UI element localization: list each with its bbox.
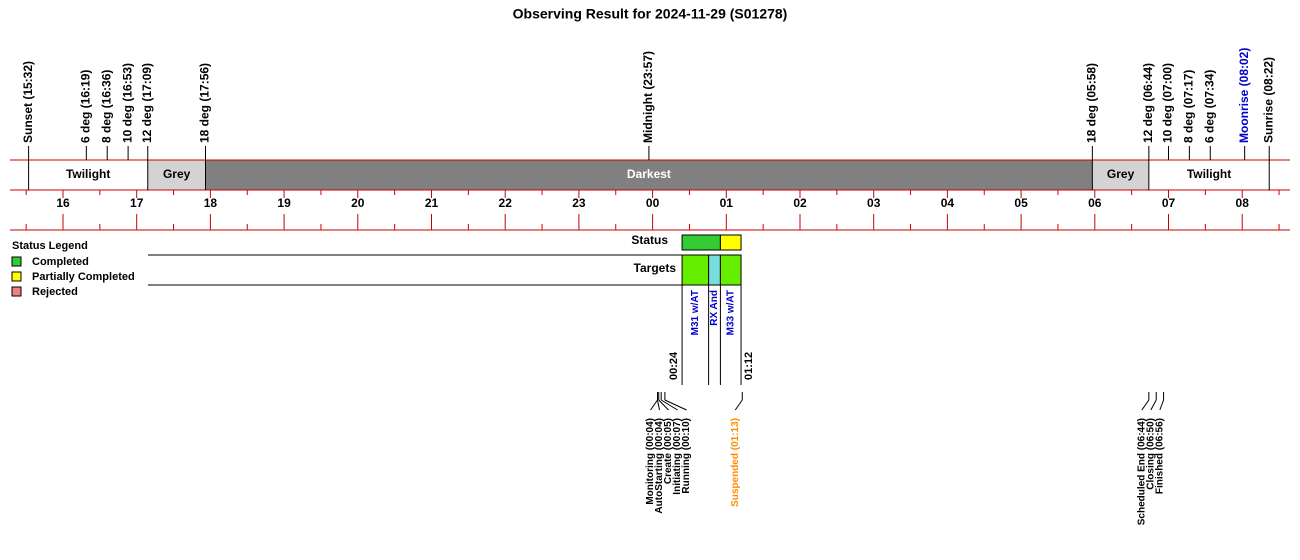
event-label: 10 deg (07:00) <box>1161 63 1175 143</box>
status-event-label: Finished (06:56) <box>1154 418 1165 494</box>
event-label: Midnight (23:57) <box>641 51 655 143</box>
hour-label: 22 <box>499 196 513 210</box>
band-label: Darkest <box>627 167 671 181</box>
status-event-label: Suspended (01:13) <box>730 418 741 507</box>
event-label: 8 deg (16:36) <box>99 70 113 143</box>
hour-label: 04 <box>941 196 955 210</box>
event-leader <box>1141 399 1150 411</box>
event-label: 18 deg (05:58) <box>1085 63 1099 143</box>
hour-label: 08 <box>1236 196 1250 210</box>
event-label: 10 deg (16:53) <box>120 63 134 143</box>
target-box <box>681 254 710 286</box>
event-label: Sunset (15:32) <box>21 61 35 143</box>
target-label: M33 w/AT <box>725 290 736 335</box>
band-label: Twilight <box>1187 167 1231 181</box>
hour-label: 07 <box>1162 196 1176 210</box>
event-leader <box>657 399 661 411</box>
title: Observing Result for 2024-11-29 (S01278) <box>513 6 788 22</box>
event-leader <box>660 399 678 411</box>
run-time: 01:12 <box>743 352 755 380</box>
band-label: Grey <box>1107 167 1135 181</box>
legend-title: Status Legend <box>12 240 88 252</box>
hour-label: 21 <box>425 196 439 210</box>
hour-label: 02 <box>793 196 807 210</box>
sky-band <box>205 160 1093 190</box>
sky-band <box>28 160 148 190</box>
target-box <box>719 254 742 286</box>
legend-label: Rejected <box>32 286 78 298</box>
event-leader <box>664 399 687 411</box>
sky-band <box>147 160 206 190</box>
event-label: Sunrise (08:22) <box>1261 57 1275 143</box>
hour-label: 16 <box>56 196 70 210</box>
event-label: 12 deg (17:09) <box>140 63 154 143</box>
event-label: 6 deg (07:34) <box>1202 70 1216 143</box>
event-label: Moonrise (08:02) <box>1237 48 1251 143</box>
event-leader <box>734 399 743 411</box>
legend-swatch <box>11 271 22 282</box>
event-label: 18 deg (17:56) <box>198 63 212 143</box>
legend-label: Completed <box>32 256 89 268</box>
status-event-label: Initiating (00:07) <box>672 418 683 495</box>
hour-label: 17 <box>130 196 144 210</box>
hour-label: 05 <box>1014 196 1028 210</box>
event-label: 8 deg (07:17) <box>1182 70 1196 143</box>
legend-swatch <box>11 286 22 297</box>
status-event-label: AutoStarting (00:04) <box>654 418 665 514</box>
run-time: 00:24 <box>668 351 680 380</box>
hour-label: 20 <box>351 196 365 210</box>
status-bar <box>681 234 721 251</box>
hour-label: 19 <box>277 196 291 210</box>
target-box <box>708 254 721 286</box>
status-event-label: Monitoring (00:04) <box>645 418 656 505</box>
event-label: 12 deg (06:44) <box>1141 63 1155 143</box>
event-leader <box>650 399 658 411</box>
hour-label: 06 <box>1088 196 1102 210</box>
hour-label: 00 <box>646 196 660 210</box>
event-leader <box>658 399 669 411</box>
sky-band <box>1148 160 1270 190</box>
legend-label: Partially Completed <box>32 271 135 283</box>
legend-swatch <box>11 256 22 267</box>
status-event-label: Scheduled End (06:44) <box>1136 418 1147 525</box>
row-label: Status <box>631 233 668 247</box>
band-label: Grey <box>163 167 191 181</box>
event-leader <box>1159 399 1165 411</box>
event-label: 6 deg (16:19) <box>79 70 93 143</box>
hour-label: 01 <box>720 196 734 210</box>
target-label: M31 w/AT <box>690 290 701 335</box>
status-event-label: Running (00:10) <box>681 418 692 494</box>
hour-label: 18 <box>204 196 218 210</box>
status-bar <box>719 234 742 251</box>
event-leader <box>1150 399 1157 411</box>
band-label: Twilight <box>66 167 110 181</box>
hour-label: 03 <box>867 196 881 210</box>
status-event-label: Closing (06:50) <box>1145 418 1156 490</box>
target-label: RX And <box>709 290 720 326</box>
hour-label: 23 <box>572 196 586 210</box>
sky-band <box>1092 160 1149 190</box>
status-event-label: Create (00:05) <box>663 418 674 484</box>
row-label: Targets <box>634 261 677 275</box>
